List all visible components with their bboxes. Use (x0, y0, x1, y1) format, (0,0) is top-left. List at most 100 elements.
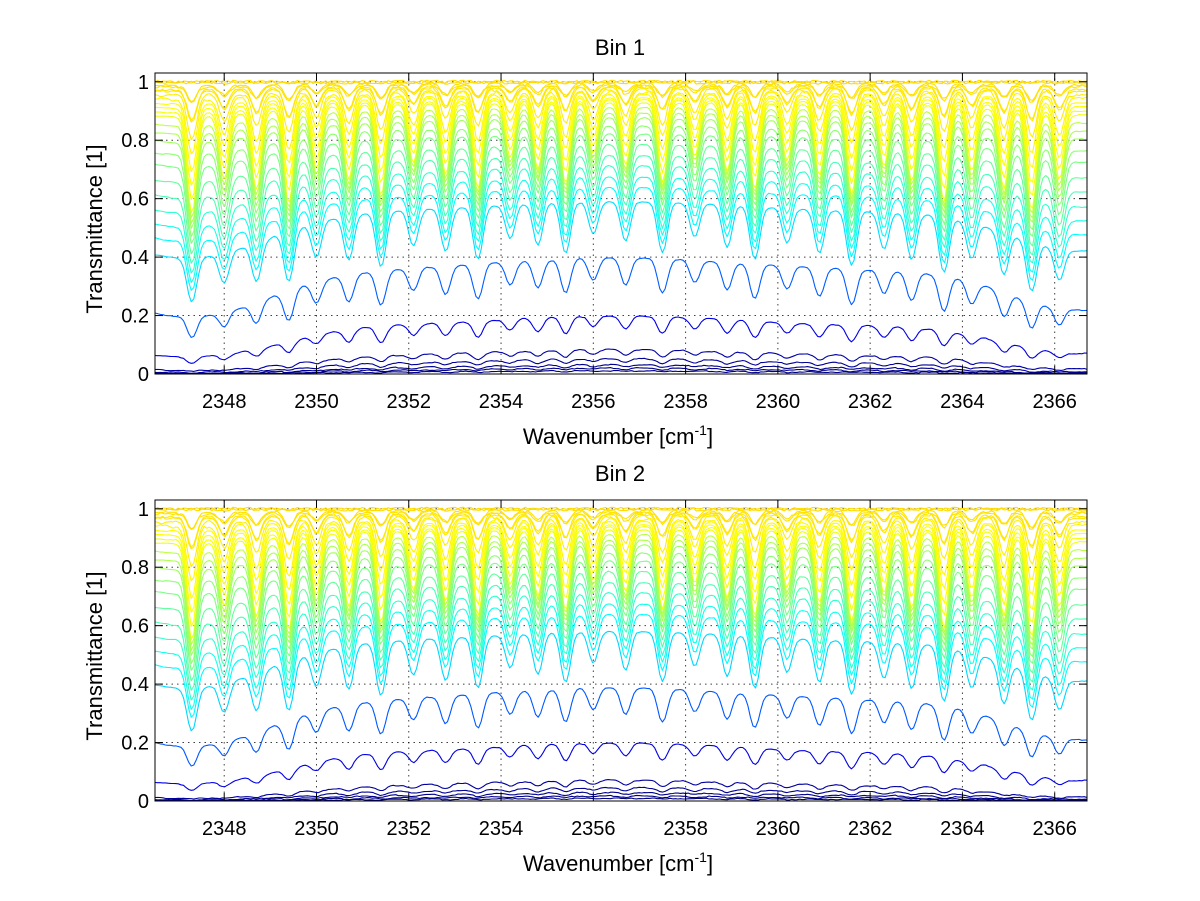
series-line (154, 257, 1088, 338)
series-line (154, 84, 1088, 121)
series-line (154, 165, 1088, 274)
series-line (154, 97, 1088, 186)
series-line (154, 176, 1088, 283)
x-tick-label: 2366 (1032, 818, 1077, 840)
x-axis-title: Wavenumber [cm-1] (523, 422, 713, 449)
x-tick-label: 2348 (202, 391, 247, 413)
series-line (154, 779, 1088, 800)
y-tick-label: 0.8 (121, 557, 149, 579)
x-tick-label: 2360 (756, 391, 801, 413)
series-line (154, 506, 1088, 512)
series-line (154, 544, 1088, 656)
series-line (154, 93, 1088, 173)
series-line (154, 315, 1088, 364)
series-line (154, 133, 1088, 244)
series-line (154, 533, 1088, 646)
series-line (154, 98, 1088, 200)
series-line (154, 524, 1088, 613)
series-line (154, 603, 1088, 710)
x-tick-label: 2364 (940, 391, 985, 413)
x-tick-label: 2358 (663, 391, 708, 413)
x-tick-label: 2352 (387, 391, 432, 413)
y-axis-title: Transmittance [1] (82, 571, 107, 740)
plot-area: 2348 2350 2352 2354 2356 2358 2360 2362 2364 2366… (121, 499, 1088, 840)
y-tick-label: 1 (138, 72, 149, 94)
y-tick-label: 0 (138, 791, 149, 813)
x-tick-label: 2354 (479, 818, 524, 840)
series-line (154, 348, 1088, 372)
series-line (154, 613, 1088, 718)
y-tick-label: 0 (138, 364, 149, 386)
y-tick-label: 0.4 (121, 247, 149, 269)
x-tick-label: 2356 (571, 818, 616, 840)
x-axis-title: Wavenumber [cm-1] (523, 849, 713, 876)
x-tick-label: 2360 (756, 818, 801, 840)
y-tick-label: 0.2 (121, 733, 149, 755)
plot-area: 2348 2350 2352 2354 2356 2358 2360 2362 2364 2366… (121, 72, 1088, 413)
series-line (154, 363, 1088, 375)
plot-frame (154, 72, 1088, 375)
x-tick-label: 2352 (387, 818, 432, 840)
series-line (154, 525, 1088, 627)
x-tick-label: 2356 (571, 391, 616, 413)
series-line (155, 102, 1088, 214)
series-line (154, 369, 1088, 375)
chart-panel-bin-1: Bin 1 Transmittance [1] Wavenumber [cm-1… (82, 35, 1088, 449)
x-tick-label: 2348 (202, 818, 247, 840)
chart-panel-bin-2: Bin 2 Transmittance [1] Wavenumber [cm-1… (82, 461, 1088, 876)
series-line (154, 592, 1088, 701)
series-line (154, 791, 1088, 802)
series-line (155, 529, 1088, 641)
x-tick-label: 2354 (479, 391, 524, 413)
series-line (154, 742, 1088, 791)
series-line (154, 560, 1088, 671)
series-line (154, 786, 1088, 802)
y-tick-label: 1 (138, 499, 149, 521)
series-line (154, 511, 1088, 548)
series-line (154, 552, 1088, 665)
x-tick-label: 2350 (294, 818, 339, 840)
series-line (154, 517, 1088, 582)
series-line (154, 514, 1088, 568)
x-axis-title-close: ] (707, 424, 713, 449)
series-line (154, 87, 1088, 141)
x-tick-label: 2358 (663, 818, 708, 840)
series-line (154, 630, 1088, 732)
chart-title: Bin 2 (595, 461, 645, 486)
chart-title: Bin 1 (595, 35, 645, 60)
series-line (154, 797, 1087, 802)
y-axis-title: Transmittance [1] (82, 144, 107, 313)
series-group (154, 506, 1088, 802)
series-line (154, 582, 1088, 691)
x-tick-label: 2366 (1032, 391, 1077, 413)
series-line (154, 125, 1088, 238)
series-line (154, 357, 1087, 374)
series-group (154, 79, 1088, 375)
series-line (154, 90, 1088, 155)
x-tick-label: 2350 (294, 391, 339, 413)
series-line (154, 687, 1088, 767)
y-tick-label: 0.4 (121, 674, 149, 696)
series-line (154, 106, 1088, 219)
x-axis-title-text: Wavenumber [cm (523, 851, 695, 876)
x-axis-title-superscript: -1 (695, 849, 708, 865)
y-tick-label: 0.6 (121, 616, 149, 638)
x-tick-label: 2362 (848, 818, 893, 840)
x-tick-label: 2362 (848, 391, 893, 413)
x-axis-title-close: ] (707, 851, 713, 876)
x-axis-title-superscript: -1 (695, 422, 708, 438)
x-tick-label: 2364 (940, 818, 985, 840)
series-line (154, 186, 1088, 291)
series-line (154, 570, 1088, 682)
x-axis-title-text: Wavenumber [cm (523, 424, 695, 449)
series-line (154, 201, 1088, 303)
series-line (154, 155, 1088, 264)
series-line (155, 539, 1088, 651)
series-line (154, 79, 1088, 85)
y-tick-label: 0.6 (121, 189, 149, 211)
series-line (154, 143, 1088, 255)
y-tick-label: 0.8 (121, 130, 149, 152)
series-line (155, 112, 1088, 224)
plot-frame (154, 499, 1088, 802)
